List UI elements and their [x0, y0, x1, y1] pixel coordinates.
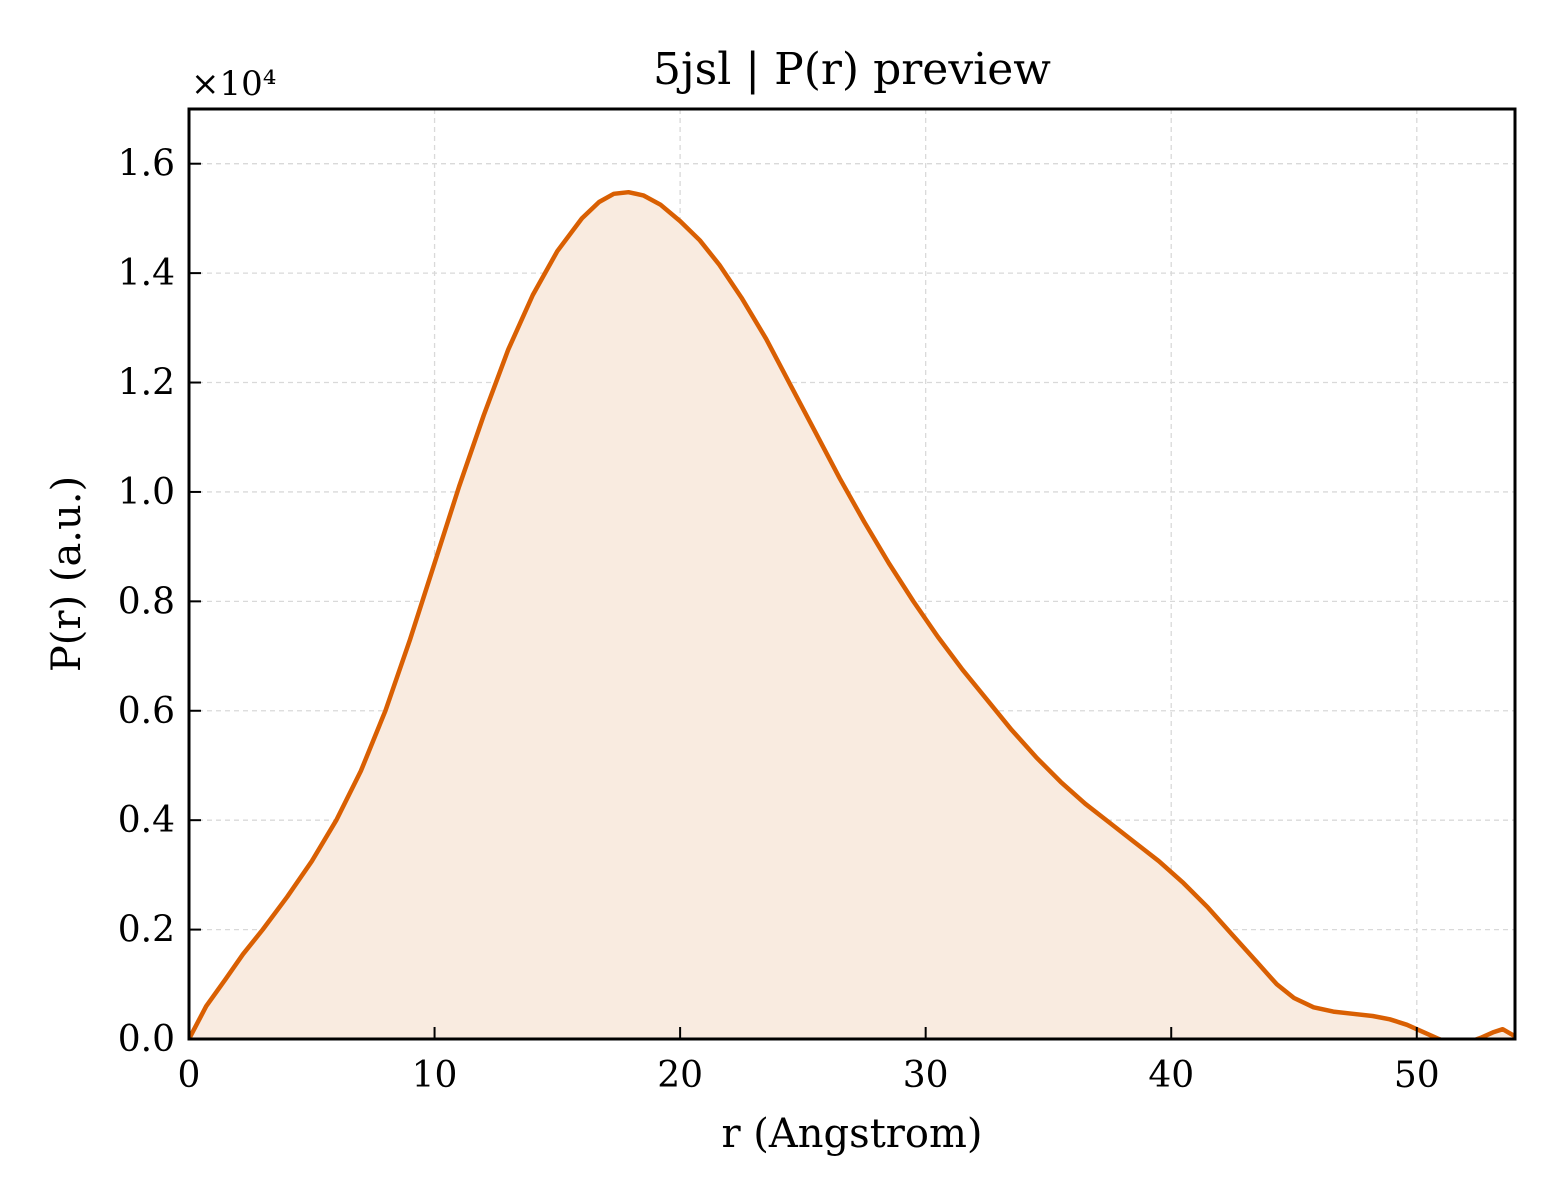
y-tick-labels: 0.0 0.2 0.4 0.6 0.8 1.0 1.2 1.4 1.6 [118, 144, 175, 1060]
x-tick-label: 0 [178, 1055, 201, 1096]
series-line [189, 189, 1515, 1039]
y-axis-label: P(r) (a.u.) [44, 476, 90, 672]
x-tick-label: 30 [903, 1055, 949, 1096]
y-tick-label: 0.8 [118, 581, 175, 622]
y-tick-label: 0.6 [118, 691, 175, 732]
area-fill [189, 192, 1515, 1039]
x-tick-label: 20 [657, 1055, 703, 1096]
y-tick-label: 1.6 [118, 144, 175, 185]
x-tick-label: 50 [1394, 1055, 1440, 1096]
y-tick-label: 0.0 [118, 1019, 175, 1060]
plot-frame [187, 107, 1517, 1041]
x-tick-label: 10 [412, 1055, 458, 1096]
y-multiplier-label: ×10⁴ [191, 64, 276, 104]
y-tick-label: 1.0 [118, 472, 175, 513]
x-axis-label: r (Angstrom) [721, 1111, 982, 1157]
y-tick-label: 0.2 [118, 910, 175, 951]
x-tick-label: 40 [1148, 1055, 1194, 1096]
y-tick-label: 0.4 [118, 800, 175, 841]
y-tick-label: 1.4 [118, 253, 175, 294]
y-tick-label: 1.2 [118, 363, 175, 404]
x-tick-labels: 0 10 20 30 40 50 [178, 1055, 1440, 1096]
chart-title: 5jsl | P(r) preview [653, 44, 1051, 95]
